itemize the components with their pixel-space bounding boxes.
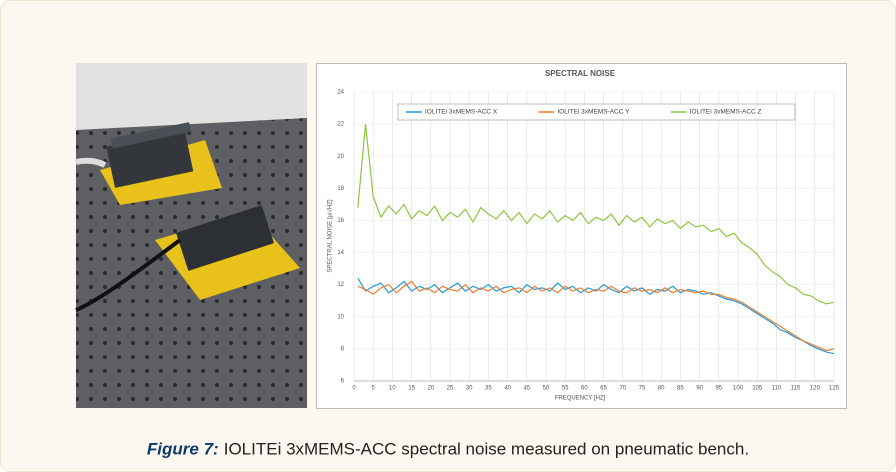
chart-title: SPECTRAL NOISE <box>545 69 616 78</box>
y-tick-label: 18 <box>337 186 344 192</box>
y-tick-label: 10 <box>337 314 344 320</box>
legend-label: IOLITEi 3xMEMS-ACC X <box>425 109 498 116</box>
caption-label: Figure 7: <box>147 439 219 458</box>
caption-text: IOLITEi 3xMEMS-ACC spectral noise measur… <box>224 439 749 458</box>
x-tick-label: 110 <box>772 386 782 392</box>
legend-label: IOLITEi 3xMEMS-ACC Z <box>690 109 762 116</box>
x-tick-label: 100 <box>733 386 744 392</box>
x-tick-label: 75 <box>639 386 646 392</box>
y-axis-label: SPECTRAL NOISE [µ/√HZ] <box>327 199 334 273</box>
y-tick-label: 8 <box>341 346 345 352</box>
x-tick-label: 40 <box>504 386 511 392</box>
x-tick-label: 5 <box>372 386 376 392</box>
x-tick-label: 45 <box>523 386 530 392</box>
legend-label: IOLITEi 3xMEMS-ACC Y <box>557 109 630 116</box>
x-tick-label: 85 <box>677 386 684 392</box>
y-tick-label: 6 <box>341 379 345 385</box>
x-tick-label: 80 <box>658 386 665 392</box>
x-tick-label: 120 <box>810 386 821 392</box>
x-tick-label: 10 <box>389 386 396 392</box>
series-line <box>357 280 835 352</box>
x-tick-label: 105 <box>752 386 763 392</box>
x-tick-label: 90 <box>696 386 703 392</box>
x-axis-label: FREQUENCY [HZ] <box>555 396 606 402</box>
photo <box>75 63 307 408</box>
series-line <box>357 124 835 305</box>
legend-box <box>397 103 796 121</box>
x-tick-label: 20 <box>427 386 434 392</box>
x-tick-label: 15 <box>408 386 415 392</box>
y-tick-label: 16 <box>337 218 344 224</box>
x-tick-label: 35 <box>485 386 492 392</box>
x-tick-label: 125 <box>829 386 840 392</box>
y-tick-label: 22 <box>337 122 344 128</box>
y-tick-label: 14 <box>337 250 344 256</box>
x-tick-label: 95 <box>715 386 722 392</box>
x-tick-label: 60 <box>581 386 588 392</box>
x-tick-label: 65 <box>600 386 607 392</box>
x-tick-label: 55 <box>562 386 569 392</box>
x-tick-label: 25 <box>447 386 454 392</box>
y-tick-label: 24 <box>337 90 344 96</box>
x-tick-label: 30 <box>466 386 473 392</box>
x-tick-label: 115 <box>791 386 801 392</box>
x-tick-label: 50 <box>543 386 550 392</box>
y-tick-label: 20 <box>337 154 344 160</box>
y-tick-label: 12 <box>337 282 344 288</box>
series-line <box>357 277 835 355</box>
chart-frame <box>316 63 847 409</box>
x-tick-label: 0 <box>352 386 356 392</box>
x-tick-label: 70 <box>619 386 626 392</box>
